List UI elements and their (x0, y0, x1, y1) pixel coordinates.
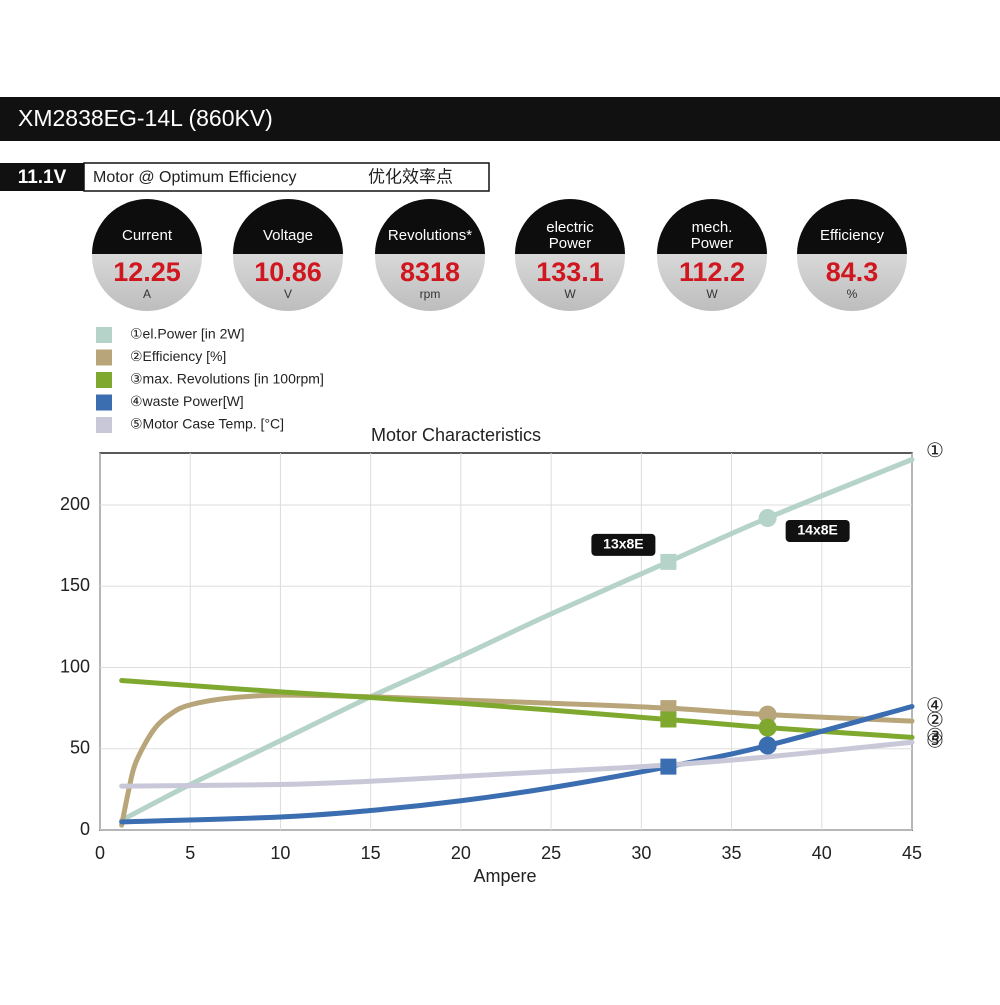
series-line (119, 678, 915, 740)
y-tick-label: 200 (60, 494, 90, 514)
stat-badge: electric Power 133.1W (515, 199, 625, 311)
end-label: ④ (926, 695, 944, 717)
stat-unit: W (564, 287, 576, 301)
end-label: ① (926, 440, 944, 462)
annotation-box (591, 533, 656, 556)
end-label: ⑤ (926, 731, 944, 753)
x-tick-label: 45 (902, 843, 922, 863)
stat-value: 112.2 (679, 257, 745, 287)
x-tick-label: 0 (95, 843, 105, 863)
legend-swatch (96, 394, 112, 411)
badge-top (797, 199, 907, 254)
y-tick-label: 50 (70, 738, 90, 758)
stat-label: Efficiency (820, 227, 884, 244)
legend-swatch (96, 372, 112, 388)
stat-value: 8318 (400, 257, 460, 287)
series-line (119, 457, 915, 823)
x-tick-label: 35 (722, 843, 742, 863)
stat-badge: Efficiency 84.3% (797, 199, 907, 311)
label-cn: 优化效率点 (368, 167, 453, 186)
legend-label: ③max. Revolutions [in 100rpm] (130, 371, 324, 387)
stat-value: 10.86 (254, 257, 322, 287)
header-bar (0, 97, 1000, 141)
legend-swatch (96, 417, 112, 433)
end-label: ② (926, 709, 944, 731)
x-tick-label: 20 (451, 843, 471, 863)
stat-badge: mech. Power 112.2W (657, 199, 767, 311)
stat-unit: W (706, 287, 718, 301)
stat-label: electric Power (546, 219, 594, 252)
voltage-box (0, 163, 84, 191)
x-tick-label: 10 (270, 843, 290, 863)
annotation: 13x8E (603, 536, 643, 552)
badge-top (515, 199, 625, 254)
y-tick-label: 0 (80, 819, 90, 839)
end-label: ③ (926, 726, 944, 748)
stat-value: 133.1 (536, 257, 604, 287)
legend-label: ②Efficiency [%] (130, 348, 226, 364)
y-tick-label: 150 (60, 575, 90, 595)
stat-badge: Current 12.25A (92, 199, 202, 311)
x-tick-label: 30 (631, 843, 651, 863)
badge-top (657, 199, 767, 254)
marker-circle (758, 718, 777, 737)
series-line (119, 739, 915, 789)
stat-unit: A (143, 287, 151, 301)
stat-label: Current (122, 227, 173, 244)
x-tick-label: 5 (185, 843, 195, 863)
y-tick-label: 100 (60, 656, 90, 676)
marker-square (660, 711, 677, 728)
legend-swatch (96, 349, 112, 366)
badge-top (233, 199, 343, 254)
label-box (83, 162, 490, 192)
voltage: 11.1V (18, 167, 67, 188)
badge-top (92, 199, 202, 254)
marker-square (660, 758, 677, 775)
chart-title: Motor Characteristics (371, 425, 541, 445)
stat-label: Revolutions* (388, 227, 472, 244)
stat-unit: % (847, 287, 858, 301)
marker-circle (758, 736, 777, 755)
marker-square (660, 553, 677, 570)
legend-label: ①el.Power [in 2W] (130, 326, 244, 342)
stat-badge: Voltage 10.86V (233, 199, 343, 311)
marker-circle (758, 705, 777, 724)
marker-circle (758, 509, 777, 527)
legend-label: ⑤Motor Case Temp. [°C] (130, 416, 284, 432)
label: Motor @ Optimum Efficiency (93, 169, 297, 186)
stat-unit: V (284, 287, 292, 301)
stat-label: mech. Power (691, 219, 734, 252)
stat-label: Voltage (263, 227, 313, 244)
annotation-box (785, 520, 850, 542)
x-tick-label: 25 (541, 843, 561, 863)
stat-value: 84.3 (826, 257, 879, 287)
legend-label: ④waste Power[W] (130, 393, 244, 409)
x-tick-label: 15 (361, 843, 381, 863)
annotation: 14x8E (797, 522, 837, 538)
legend-swatch (96, 327, 112, 343)
badge-top (375, 199, 485, 254)
stat-unit: rpm (420, 287, 441, 301)
header-title: XM2838EG-14L (860KV) (18, 105, 273, 131)
x-tick-label: 40 (812, 843, 832, 863)
stat-value: 12.25 (113, 257, 181, 287)
x-axis-label: Ampere (473, 866, 536, 886)
